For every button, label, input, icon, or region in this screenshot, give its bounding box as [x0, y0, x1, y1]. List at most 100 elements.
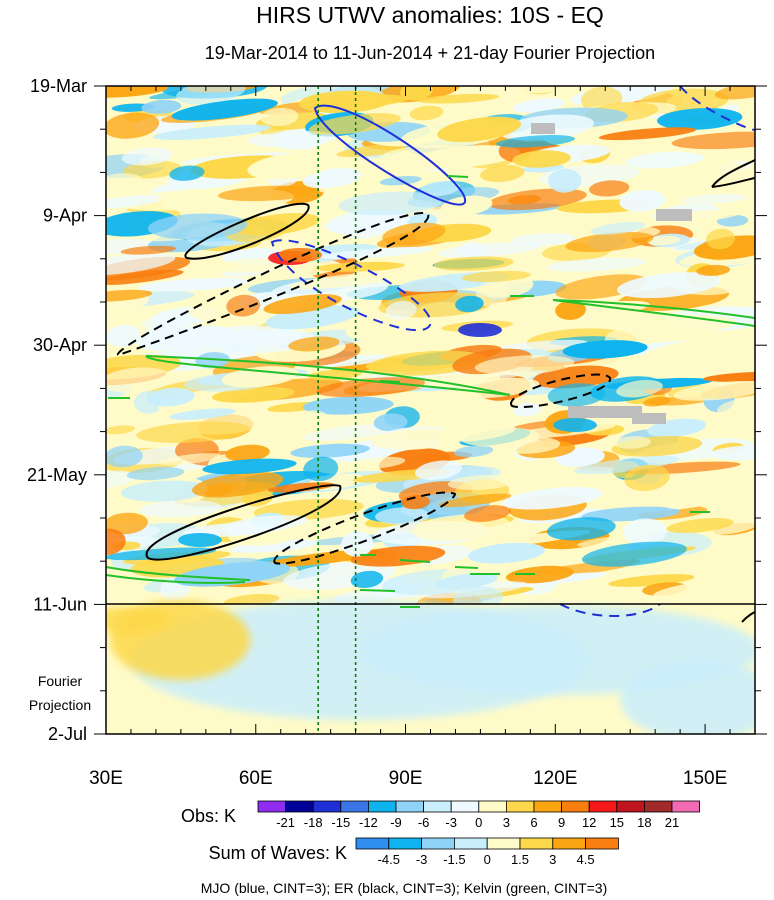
anomaly-blob — [683, 162, 749, 182]
obs-colorbar-label: Obs: K — [181, 806, 236, 826]
anomaly-blob — [453, 445, 494, 458]
anomaly-blob — [106, 512, 148, 535]
anomaly-blob — [474, 355, 575, 375]
colorbar-tick-label: 12 — [582, 815, 596, 830]
y-tick-label: 21-May — [27, 465, 87, 485]
anomaly-blob — [260, 107, 299, 127]
colorbar-tick-label: 3 — [549, 852, 556, 867]
missing-patch — [568, 406, 642, 418]
colorbar-box — [588, 800, 618, 813]
anomaly-blob — [106, 173, 144, 195]
contour-legend: MJO (blue, CINT=3); ER (black, CINT=3); … — [201, 880, 608, 896]
anomaly-blob — [706, 228, 735, 250]
axis-ticks — [94, 85, 767, 735]
anomaly-blob — [709, 445, 755, 461]
y-tick-label: 30-Apr — [33, 335, 87, 355]
anomaly-blob — [565, 231, 654, 253]
anomaly-blob — [106, 367, 172, 393]
colorbar-tick-label: -15 — [331, 815, 350, 830]
colorbar-box — [505, 800, 535, 813]
anomaly-blob — [191, 471, 284, 498]
anomaly-blob — [717, 397, 755, 419]
er-contour — [116, 212, 430, 357]
x-tick-label: 60E — [239, 768, 273, 789]
anomaly-blob — [419, 180, 461, 197]
colorbar-box — [486, 837, 521, 850]
anomaly-blob — [488, 188, 587, 211]
colorbar-box — [585, 837, 619, 850]
anomaly-blob — [608, 574, 695, 587]
anomaly-blob — [146, 387, 195, 407]
anomaly-blob — [409, 105, 444, 121]
y-tick-label: 19-Mar — [30, 76, 87, 96]
missing-data-patches — [531, 123, 692, 424]
anomaly-blob — [202, 458, 297, 475]
er-contour — [145, 484, 342, 561]
anomaly-blob — [346, 456, 406, 470]
anomaly-blob — [294, 410, 330, 430]
anomaly-blob — [625, 151, 704, 169]
kelvin-contour — [106, 566, 251, 584]
anomaly-blob — [218, 185, 316, 202]
anomaly-blob — [590, 221, 646, 235]
kelvin-contour — [552, 299, 755, 327]
colorbar-tick-label: 0 — [475, 815, 482, 830]
anomaly-blob — [495, 134, 576, 148]
anomaly-blob — [308, 113, 401, 135]
anomaly-blob — [581, 541, 687, 567]
anomaly-blob — [106, 324, 141, 347]
colorbar-tick-label: 3 — [503, 815, 510, 830]
anomaly-blob — [512, 150, 571, 168]
colorbar-box — [312, 800, 342, 813]
colorbar-tick-label: -18 — [304, 815, 323, 830]
anomaly-blob — [512, 402, 541, 417]
anomaly-blob — [371, 429, 459, 450]
anomaly-core — [553, 418, 597, 432]
anomaly-blob — [437, 116, 522, 143]
anomaly-blob — [106, 425, 136, 435]
mjo-contour — [559, 603, 661, 617]
anomaly-blob — [438, 493, 512, 508]
colorbar-box — [257, 800, 287, 813]
anomaly-blob — [106, 112, 160, 139]
anomaly-blob — [555, 300, 586, 320]
colorbar-box — [616, 800, 645, 813]
anomaly-blob — [290, 443, 370, 458]
anomaly-blob — [703, 371, 755, 382]
anomaly-blob — [616, 272, 721, 299]
colorbar-tick-label: -12 — [359, 815, 378, 830]
missing-patch — [632, 413, 666, 424]
anomaly-blob — [106, 528, 126, 555]
anomaly-blob — [440, 424, 516, 442]
colorbar-tick-label: 4.5 — [577, 852, 595, 867]
projection-field — [106, 600, 755, 734]
waves-colorbar-label: Sum of Waves: K — [209, 843, 347, 863]
anomaly-blob — [106, 547, 217, 561]
anomaly-blob — [120, 480, 208, 502]
colorbar-box — [552, 837, 586, 850]
projection-label-line2: Projection — [29, 697, 91, 713]
er-contour — [184, 202, 310, 260]
anomaly-blob — [382, 222, 446, 246]
colorbar-box — [453, 837, 488, 850]
anomaly-blob — [562, 340, 648, 359]
anomaly-blob — [120, 245, 177, 255]
anomaly-blob — [548, 168, 582, 193]
anomaly-blob — [156, 187, 243, 203]
anomaly-blob — [106, 253, 176, 276]
mjo-contour — [679, 86, 755, 131]
anomaly-blob — [350, 570, 384, 588]
colorbar-box — [355, 837, 390, 850]
y-tick-label: 2-Jul — [48, 724, 87, 744]
anomaly-blob — [505, 565, 574, 584]
anomaly-blob — [138, 278, 251, 292]
anomaly-blob — [158, 453, 222, 466]
mjo-contour — [270, 239, 432, 332]
anomaly-blob — [338, 191, 442, 216]
colorbar-box — [421, 837, 455, 850]
anomaly-blob — [345, 318, 377, 340]
anomaly-blob — [303, 456, 339, 482]
anomaly-blob — [379, 322, 441, 333]
kelvin-segment — [447, 175, 469, 178]
